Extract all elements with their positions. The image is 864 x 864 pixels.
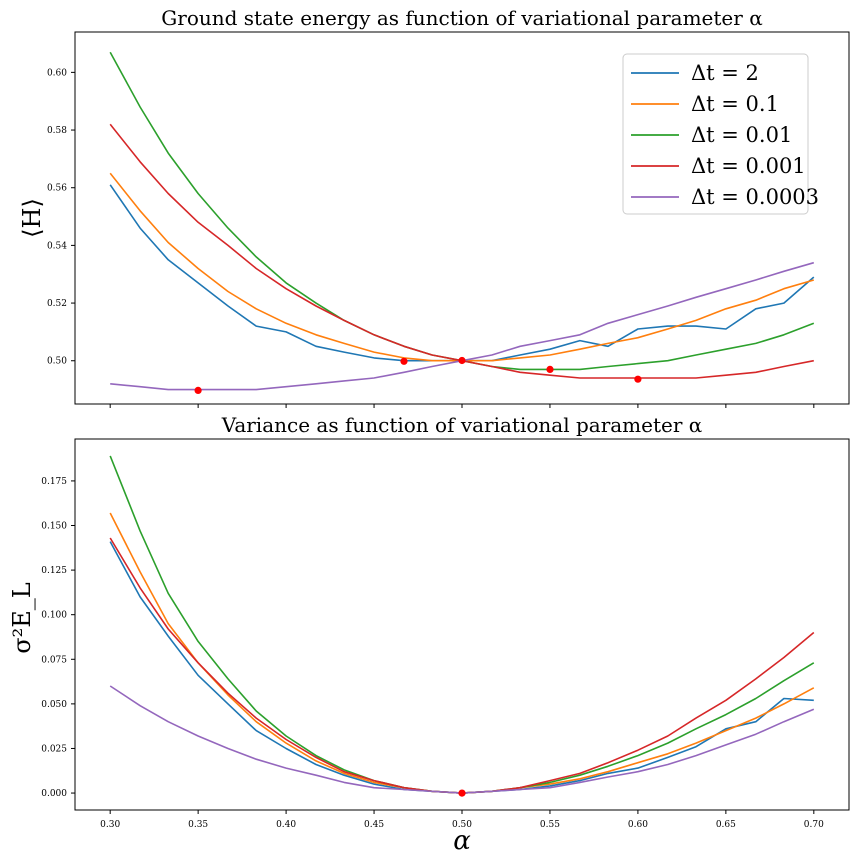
variance-x-tick-label: 0.45 [364,820,384,830]
variance-y-tick-label: 0.050 [41,700,67,710]
variance-y-tick-label: 0.025 [41,744,67,754]
energy-minimum-marker [458,356,466,365]
variance-y-tick-label: 0.075 [41,655,67,665]
legend-label-t-0p01: Δt = 0.01 [691,123,792,147]
legend-label-t-0p1: Δt = 0.1 [691,92,779,116]
energy-y-tick-label: 0.54 [47,241,67,251]
variance-x-tick-label: 0.65 [716,820,736,830]
variance-series-line-t-0p001 [109,537,815,794]
variance-x-tick-label: 0.60 [628,820,648,830]
variance-y-tick-label: 0.125 [41,566,67,576]
energy-y-axis-label: ⟨H⟩ [18,198,46,238]
variance-x-tick-label: 0.40 [276,820,296,830]
variance-y-tick-label: 0.100 [41,611,67,621]
variance-x-tick-label: 0.35 [188,820,208,830]
variance-y-axis-label: σ²E_L [8,582,36,654]
variance-series-lines [109,455,815,794]
energy-minimum-markers [194,356,642,394]
variance-axes: 0.30 0.35 0.40 0.45 0.50 0.55 0.60 0.65 0.70 0.00… [41,438,850,830]
energy-y-tick-label: 0.58 [47,126,67,136]
legend-box [622,53,809,215]
variance-x-tick-label: 0.50 [452,820,472,830]
energy-minimum-marker [634,375,642,383]
variance-chart-title: Variance as function of variational para… [221,413,703,437]
energy-y-tick-label: 0.60 [47,68,67,78]
energy-minimum-marker [546,365,554,373]
variance-minimum-marker [458,789,466,797]
energy-y-tick-label: 0.52 [47,299,67,309]
variance-x-tick-label: 0.55 [540,820,560,830]
variance-x-tick-label: 0.70 [804,820,824,830]
variance-x-tick-label: 0.30 [100,820,120,830]
energy-y-tick-label: 0.56 [47,184,67,194]
variance-y-axis-label-text: σ²E_L [8,582,36,654]
legend: Δt = 2 Δt = 0.1 Δt = 0.01 Δt = 0.001 Δt = 0.… [622,53,819,215]
variance-minimum-markers [458,789,466,797]
legend-label-t-0p0003: Δt = 0.0003 [691,185,819,209]
energy-panel: Ground state energy as function of varia… [18,6,850,408]
variance-series-line-t-2 [109,541,814,794]
variance-plot-frame [74,438,850,811]
energy-chart-title: Ground state energy as function of varia… [161,6,762,30]
variance-y-tick-label: 0.150 [41,522,67,532]
energy-minimum-marker [194,386,202,394]
energy-minimum-marker [400,357,408,365]
variance-panel: Variance as function of variational para… [8,413,850,856]
legend-label-t-0p001: Δt = 0.001 [691,154,806,178]
energy-axes: 0.50 0.52 0.54 0.56 0.58 0.60 [47,31,850,408]
variance-x-axis-label: α [453,826,471,856]
variance-y-tick-label: 0.175 [41,477,67,487]
energy-y-tick-label: 0.50 [47,357,67,367]
variance-y-tick-label: 0.000 [41,789,67,799]
legend-label-t-2: Δt = 2 [691,61,759,85]
